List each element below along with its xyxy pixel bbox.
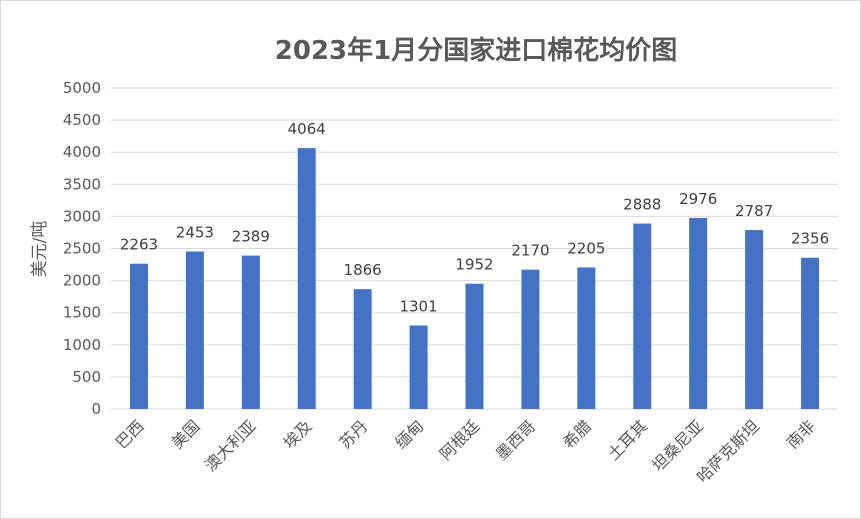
x-tick-label: 缅甸 [391, 416, 427, 452]
data-label: 2787 [735, 202, 773, 220]
data-label: 2888 [623, 196, 661, 214]
y-tick-label: 1500 [63, 304, 101, 322]
y-tick-label: 2000 [63, 272, 101, 290]
bar [689, 217, 708, 409]
bar [577, 267, 596, 409]
data-label: 4064 [288, 120, 326, 138]
data-label: 2976 [679, 190, 717, 208]
data-label: 2205 [567, 239, 605, 257]
data-label: 1301 [399, 297, 437, 315]
y-axis-label: 美元/吨 [30, 221, 50, 278]
data-labels: 2263 2453 2389 4064 1866 1301 1952 2170 2205 2888… [120, 120, 829, 315]
y-tick-label: 500 [72, 368, 101, 386]
x-tick-label: 埃及 [279, 416, 315, 452]
bar [633, 223, 652, 409]
bar [521, 269, 540, 409]
x-tick-label: 澳大利亚 [201, 416, 260, 475]
data-label: 2356 [791, 230, 829, 248]
y-tick-label: 2500 [63, 240, 101, 258]
data-label: 2263 [120, 236, 158, 254]
x-tick-label: 美国 [168, 416, 204, 452]
bar [353, 289, 372, 409]
bar [297, 148, 316, 410]
bar [409, 325, 428, 409]
bar [745, 230, 764, 409]
data-label: 1952 [455, 256, 493, 274]
x-tick-label: 希腊 [559, 416, 595, 452]
bar [465, 283, 484, 409]
data-label: 1866 [344, 261, 382, 279]
y-tick-label: 3500 [63, 175, 101, 193]
x-tick-label: 墨西哥 [492, 416, 539, 463]
bar [129, 263, 148, 409]
x-tick-label: 苏丹 [335, 416, 371, 452]
x-tick-label: 土耳其 [604, 416, 651, 463]
bars [129, 148, 820, 410]
y-tick-label: 5000 [63, 79, 101, 97]
data-label: 2389 [232, 228, 270, 246]
bar [241, 255, 260, 409]
chart-title: 2023年1月分国家进口棉花均价图 [275, 35, 677, 66]
gridlines [111, 87, 838, 410]
bar [801, 257, 820, 409]
data-label: 2170 [511, 242, 549, 260]
y-axis-ticks: 0 500 1000 1500 2000 2500 3000 3500 4000 4500 5000 [63, 79, 101, 418]
y-tick-label: 1000 [63, 336, 101, 354]
x-tick-label: 坦桑尼亚 [648, 416, 707, 475]
y-tick-label: 0 [91, 400, 101, 418]
y-tick-label: 3000 [63, 207, 101, 225]
x-tick-label: 南非 [783, 416, 819, 452]
y-tick-label: 4500 [63, 111, 101, 129]
bar [185, 251, 204, 409]
data-label: 2453 [176, 224, 214, 242]
y-tick-label: 4000 [63, 143, 101, 161]
x-tick-label: 阿根廷 [436, 416, 483, 463]
x-tick-label: 巴西 [112, 416, 148, 452]
